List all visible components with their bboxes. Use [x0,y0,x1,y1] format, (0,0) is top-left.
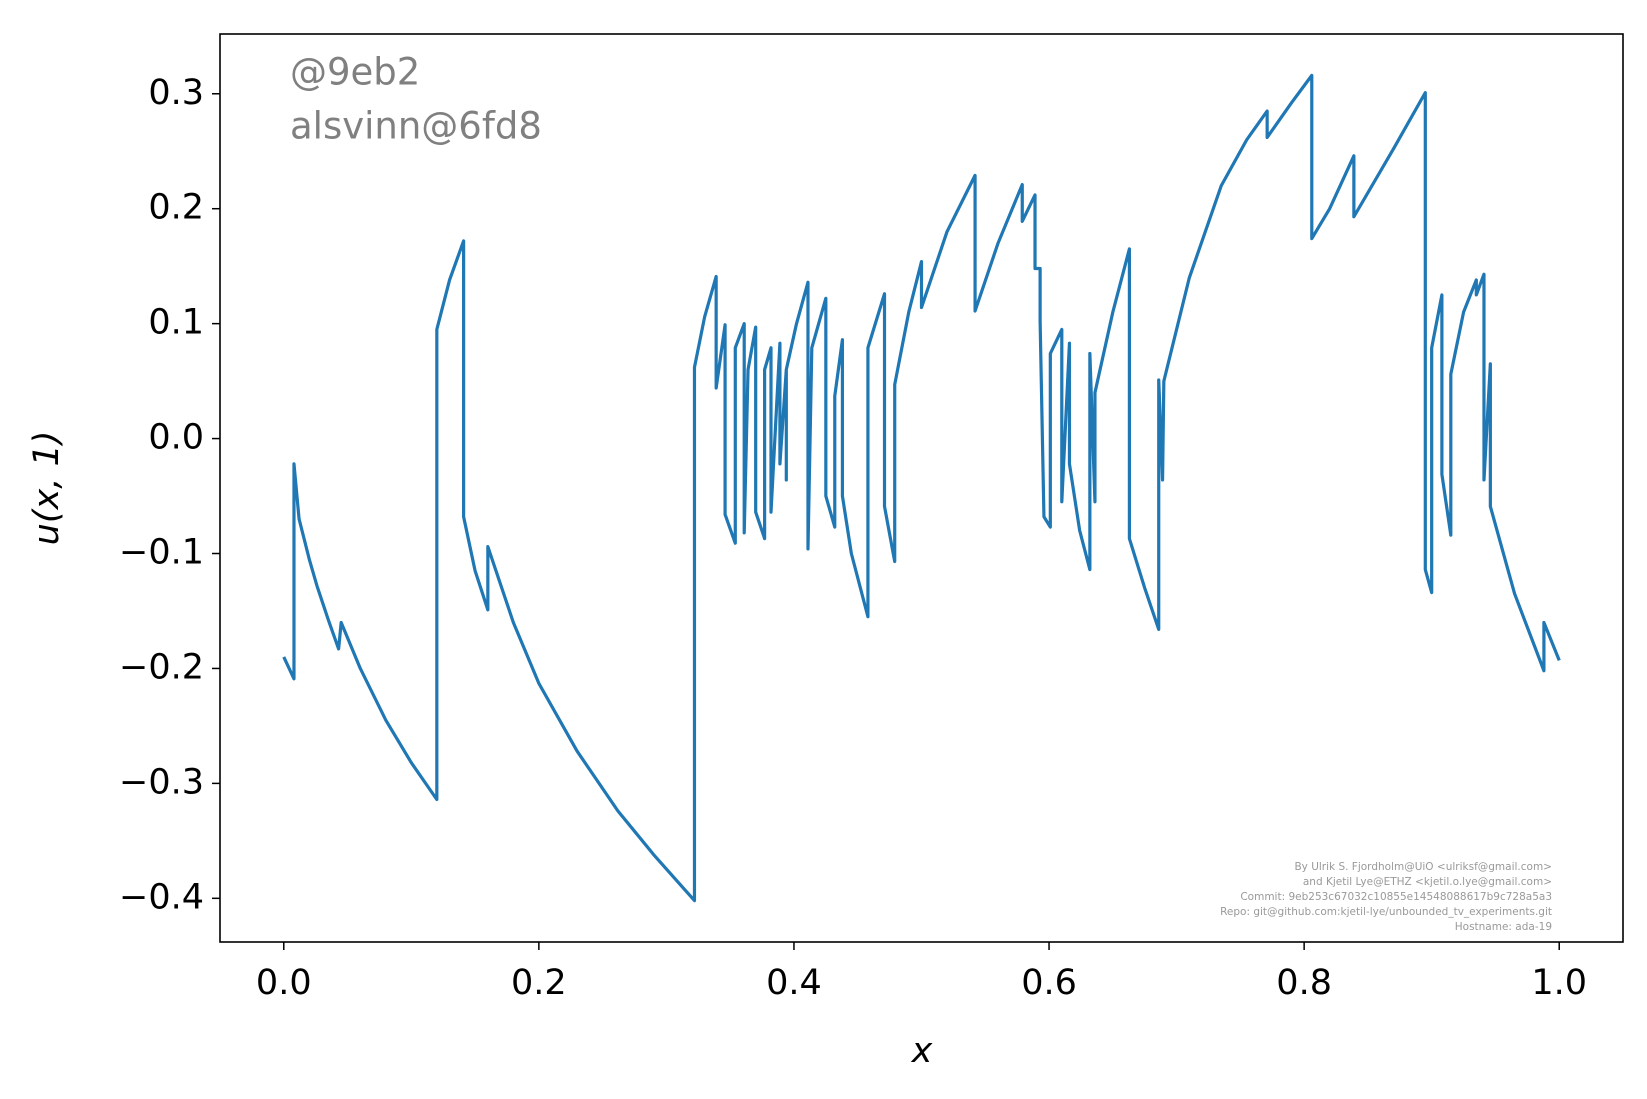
credit-line: Repo: git@github.com:kjetil-lye/unbounde… [1220,906,1552,918]
x-tick-label: 0.4 [766,963,822,1003]
axes-frame [219,33,1624,943]
credit-line: Hostname: ada-19 [1455,921,1552,933]
x-tick-label: 0.8 [1276,963,1332,1003]
x-tick-label: 0.0 [256,963,312,1003]
y-tick-label: −0.1 [119,533,204,573]
credit-line: and Kjetil Lye@ETHZ <kjetil.o.lye@gmail.… [1303,876,1552,888]
y-tick-label: 0.2 [148,188,204,228]
credit-line: By Ulrik S. Fjordholm@UiO <ulriksf@gmail… [1294,861,1552,873]
y-axis-label: u(x, 1) [27,431,67,546]
y-tick-label: −0.3 [119,762,204,802]
annotation: alsvinn@6fd8 [290,105,542,148]
y-tick-label: −0.4 [119,877,204,917]
x-tick-label: 0.6 [1021,963,1077,1003]
y-tick-label: −0.2 [119,647,204,687]
credit-line: Commit: 9eb253c67032c10855e14548088617b9… [1240,891,1552,903]
y-tick-label: 0.3 [148,73,204,113]
annotation: @9eb2 [290,51,420,94]
data-line [282,73,1561,903]
x-tick-label: 0.2 [511,963,567,1003]
y-tick-label: 0.0 [148,418,204,458]
y-tick-label: 0.1 [148,303,204,343]
x-axis-label: x [911,1031,933,1071]
x-tick-label: 1.0 [1531,963,1587,1003]
